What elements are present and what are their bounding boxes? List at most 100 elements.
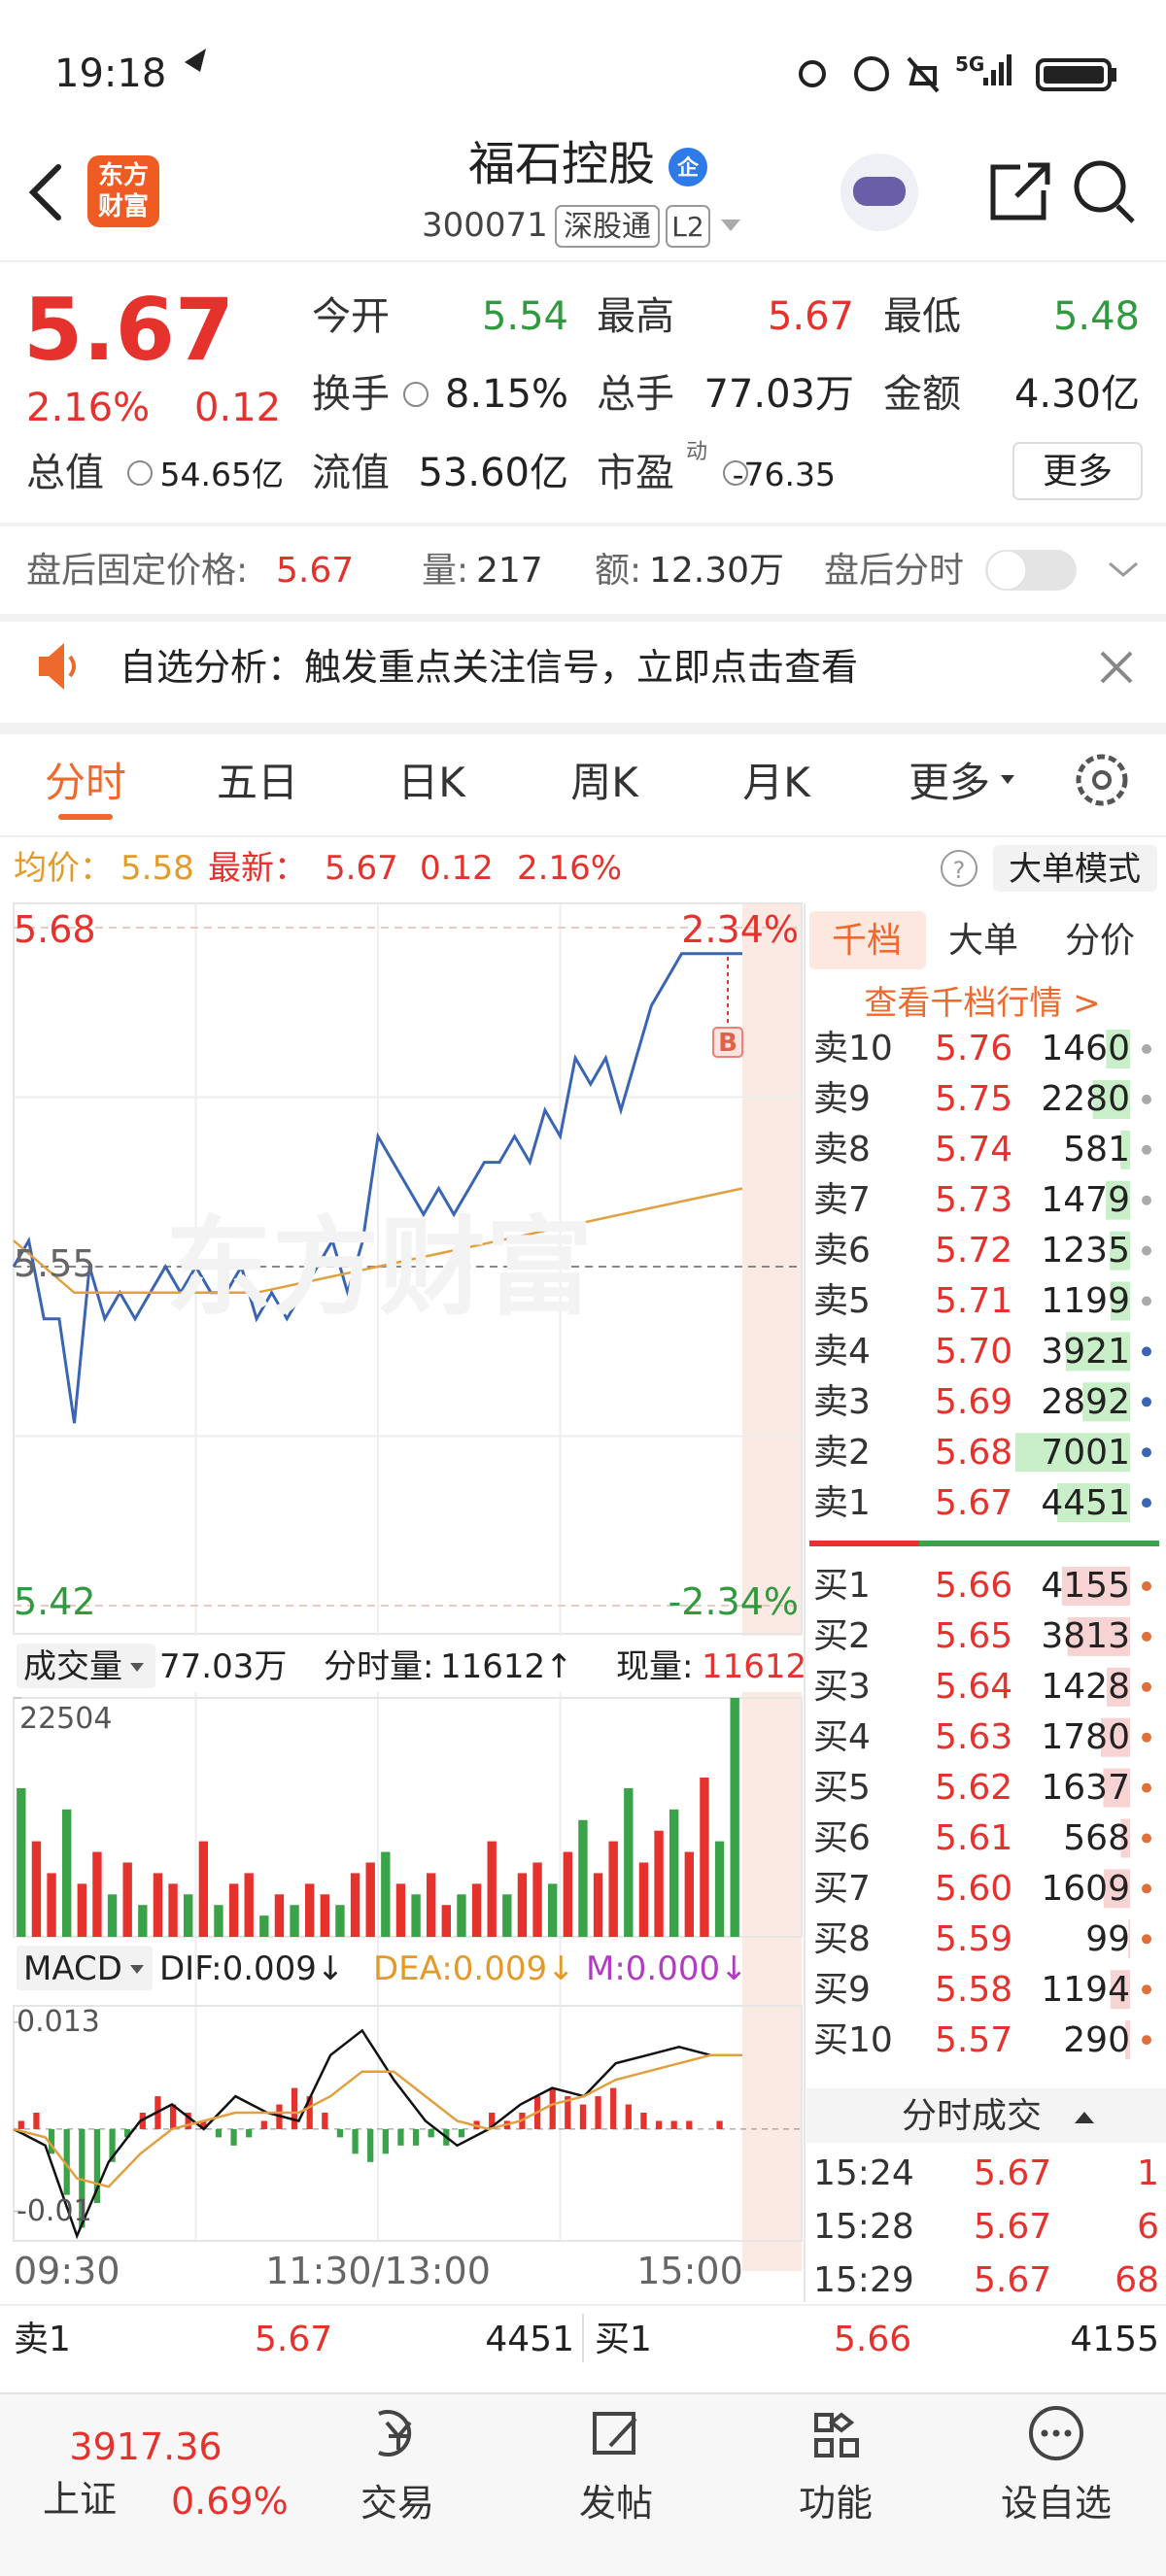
average-line: [13, 1187, 743, 1295]
book-level: 买9: [813, 1969, 871, 2010]
book-level: 卖10: [813, 1029, 893, 1069]
nav-icon[interactable]: [1029, 2406, 1084, 2460]
help-icon[interactable]: [941, 850, 977, 887]
badge: 企: [676, 155, 700, 181]
book-level: 卖4: [813, 1331, 871, 1372]
book-volume: 1199: [1041, 1280, 1130, 1321]
nav-item[interactable]: 交易: [360, 2482, 435, 2525]
more-arrow: [1001, 775, 1014, 784]
book-dot: [1142, 1581, 1151, 1591]
after-hours-amount: 12.30万: [649, 551, 785, 592]
book-tab[interactable]: 大单: [947, 921, 1019, 962]
nav-item[interactable]: 发帖: [578, 2482, 654, 2525]
macd-bar: [109, 2128, 116, 2162]
field-value: 4.30亿: [1013, 372, 1140, 417]
buy-marker: B: [718, 1029, 737, 1059]
nav-icon[interactable]: [593, 2412, 637, 2455]
volume-bar: [1056, 1483, 1130, 1523]
book-level: 买1: [813, 1566, 871, 1607]
book-tab[interactable]: 千档: [831, 921, 903, 962]
volume-bar: [487, 1841, 497, 1937]
volume-bar: [122, 1862, 132, 1937]
battery: [1036, 58, 1112, 91]
nav-item[interactable]: 设自选: [1000, 2482, 1113, 2525]
volume-frame: [13, 1697, 803, 1938]
volume-bar: [395, 1883, 406, 1937]
volume-bar: [184, 1894, 193, 1937]
time-label: 11:30/13:00: [265, 2250, 491, 2293]
mode-button-box[interactable]: [993, 845, 1157, 892]
book-level: 卖6: [813, 1231, 871, 1271]
settings-button[interactable]: [1076, 754, 1128, 806]
share-button[interactable]: [990, 162, 1050, 220]
volume-bar: [1110, 1281, 1130, 1321]
volume-selector[interactable]: [17, 1644, 155, 1688]
tag-box: [555, 205, 660, 248]
chart-tab[interactable]: 五日: [216, 758, 299, 806]
volume-selector-label[interactable]: 成交量: [23, 1646, 122, 1686]
book-level: 买5: [813, 1768, 871, 1808]
volume-bar: [1082, 1382, 1130, 1422]
book-tab[interactable]: 分价: [1064, 921, 1136, 962]
volume-bar: [1120, 1818, 1130, 1858]
after-hours-strip: [742, 903, 802, 2271]
trades-title[interactable]: 分时成交: [901, 2096, 1043, 2137]
mode-button[interactable]: 大单模式: [1009, 849, 1141, 889]
chart-tab[interactable]: 更多: [908, 758, 991, 806]
book-dot: [1142, 1397, 1151, 1407]
percent-label: 2.34%: [681, 908, 799, 952]
nav-item[interactable]: 功能: [798, 2482, 874, 2525]
chart-tab[interactable]: 周K: [570, 758, 638, 806]
chart-tab[interactable]: 月K: [742, 758, 810, 806]
index-value[interactable]: 3917.36: [69, 2425, 223, 2469]
book-dot: [1142, 1782, 1151, 1793]
book-volume: 2892: [1041, 1381, 1130, 1422]
volume-bar: [320, 1894, 329, 1937]
time-label: 15:00: [636, 2250, 743, 2293]
signal-bar: [991, 70, 996, 85]
more-button-box[interactable]: [1012, 442, 1143, 500]
macd-bar: [686, 2120, 693, 2129]
alarm-icon: [854, 56, 889, 91]
nav-icon[interactable]: [814, 2412, 859, 2457]
chart-tab[interactable]: 日K: [397, 758, 465, 806]
badge-bg: [669, 148, 707, 186]
volume-bar: [290, 1905, 299, 1937]
bid-volume: 4155: [1070, 2320, 1159, 2360]
more-button[interactable]: 更多: [1042, 452, 1114, 492]
book-dot: [1142, 1447, 1151, 1458]
back-button[interactable]: [28, 164, 61, 220]
chart-tab[interactable]: 分时: [44, 758, 127, 806]
macd-selector[interactable]: [17, 1946, 153, 1990]
book-level: 卖9: [813, 1079, 871, 1120]
book-level: 卖7: [813, 1180, 871, 1221]
battery-tip: [1112, 68, 1116, 82]
book-link[interactable]: 查看千档行情 >: [864, 983, 1101, 1023]
expand-chevron[interactable]: [1109, 561, 1138, 577]
dea-line: [13, 2053, 742, 2188]
after-hours-label: 额:: [595, 551, 642, 592]
close-button[interactable]: [1100, 651, 1133, 684]
change-percent: 2.16%: [26, 386, 151, 430]
banner-text[interactable]: 自选分析：触发重点关注信号，立即点击查看: [120, 646, 859, 690]
index-name: 上证: [43, 2478, 118, 2522]
book-level: 卖8: [813, 1130, 871, 1170]
field-label: 市盈: [597, 451, 674, 495]
volume-bar: [608, 1841, 618, 1937]
price-frame: [13, 902, 803, 1635]
watermark: 东方财富: [165, 1205, 593, 1330]
macd-selector-label[interactable]: MACD: [23, 1949, 122, 1988]
volume-bar: [1065, 1332, 1130, 1372]
separator: [0, 835, 1166, 837]
macd-bar: [230, 2128, 237, 2146]
nav-icon[interactable]: [378, 2410, 412, 2457]
ask-volume: 4451: [485, 2320, 574, 2360]
search-button[interactable]: [1074, 160, 1126, 213]
book-price: 5.69: [935, 1381, 1013, 1422]
macd-bar: [670, 2120, 677, 2129]
book-level: 卖3: [813, 1381, 871, 1422]
field-label: 总手: [597, 372, 674, 417]
dif-label: DIF:0.009↓: [159, 1949, 345, 1988]
book-dot: [1142, 2035, 1151, 2046]
